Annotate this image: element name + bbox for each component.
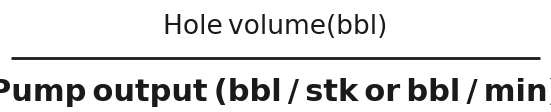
Text: Hole volume(bbl): Hole volume(bbl) [163,14,388,40]
Text: Pump output (bbl / stk or bbl / min): Pump output (bbl / stk or bbl / min) [0,78,551,106]
